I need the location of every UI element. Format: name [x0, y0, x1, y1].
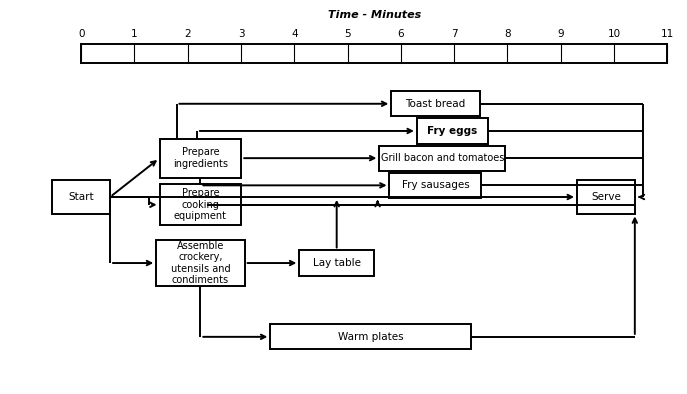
Text: Toast bread: Toast bread [405, 99, 466, 109]
Text: Fry eggs: Fry eggs [427, 126, 477, 136]
Text: Fry sausages: Fry sausages [402, 180, 469, 190]
Bar [159, 184, 241, 225]
Bar [156, 240, 245, 286]
Text: Lay table: Lay table [313, 258, 361, 268]
Bar [159, 139, 241, 178]
Bar [379, 145, 506, 171]
Text: 2: 2 [184, 29, 191, 39]
Bar [390, 173, 482, 198]
Text: Serve: Serve [591, 192, 621, 202]
Text: 0: 0 [78, 29, 85, 39]
Text: 10: 10 [607, 29, 620, 39]
Text: 5: 5 [344, 29, 351, 39]
Text: Time - Minutes: Time - Minutes [328, 10, 421, 20]
Text: Start: Start [68, 192, 94, 202]
Text: 8: 8 [504, 29, 510, 39]
Text: 1: 1 [131, 29, 137, 39]
Text: Assemble
crockery,
utensils and
condiments: Assemble crockery, utensils and condimen… [170, 241, 230, 285]
Bar [52, 180, 110, 214]
Text: Prepare
ingredients: Prepare ingredients [173, 147, 228, 169]
Bar [391, 91, 480, 116]
Text: 7: 7 [451, 29, 458, 39]
Text: 3: 3 [238, 29, 245, 39]
Text: 4: 4 [291, 29, 297, 39]
Text: 9: 9 [557, 29, 564, 39]
Text: 11: 11 [661, 29, 674, 39]
Text: 6: 6 [398, 29, 404, 39]
Bar [417, 118, 488, 143]
Text: Prepare
cooking
equipment: Prepare cooking equipment [174, 188, 227, 221]
Bar [270, 324, 471, 349]
Text: Warm plates: Warm plates [338, 332, 403, 342]
Text: Grill bacon and tomatoes: Grill bacon and tomatoes [381, 153, 504, 163]
Bar [577, 180, 635, 214]
Bar [300, 251, 374, 276]
